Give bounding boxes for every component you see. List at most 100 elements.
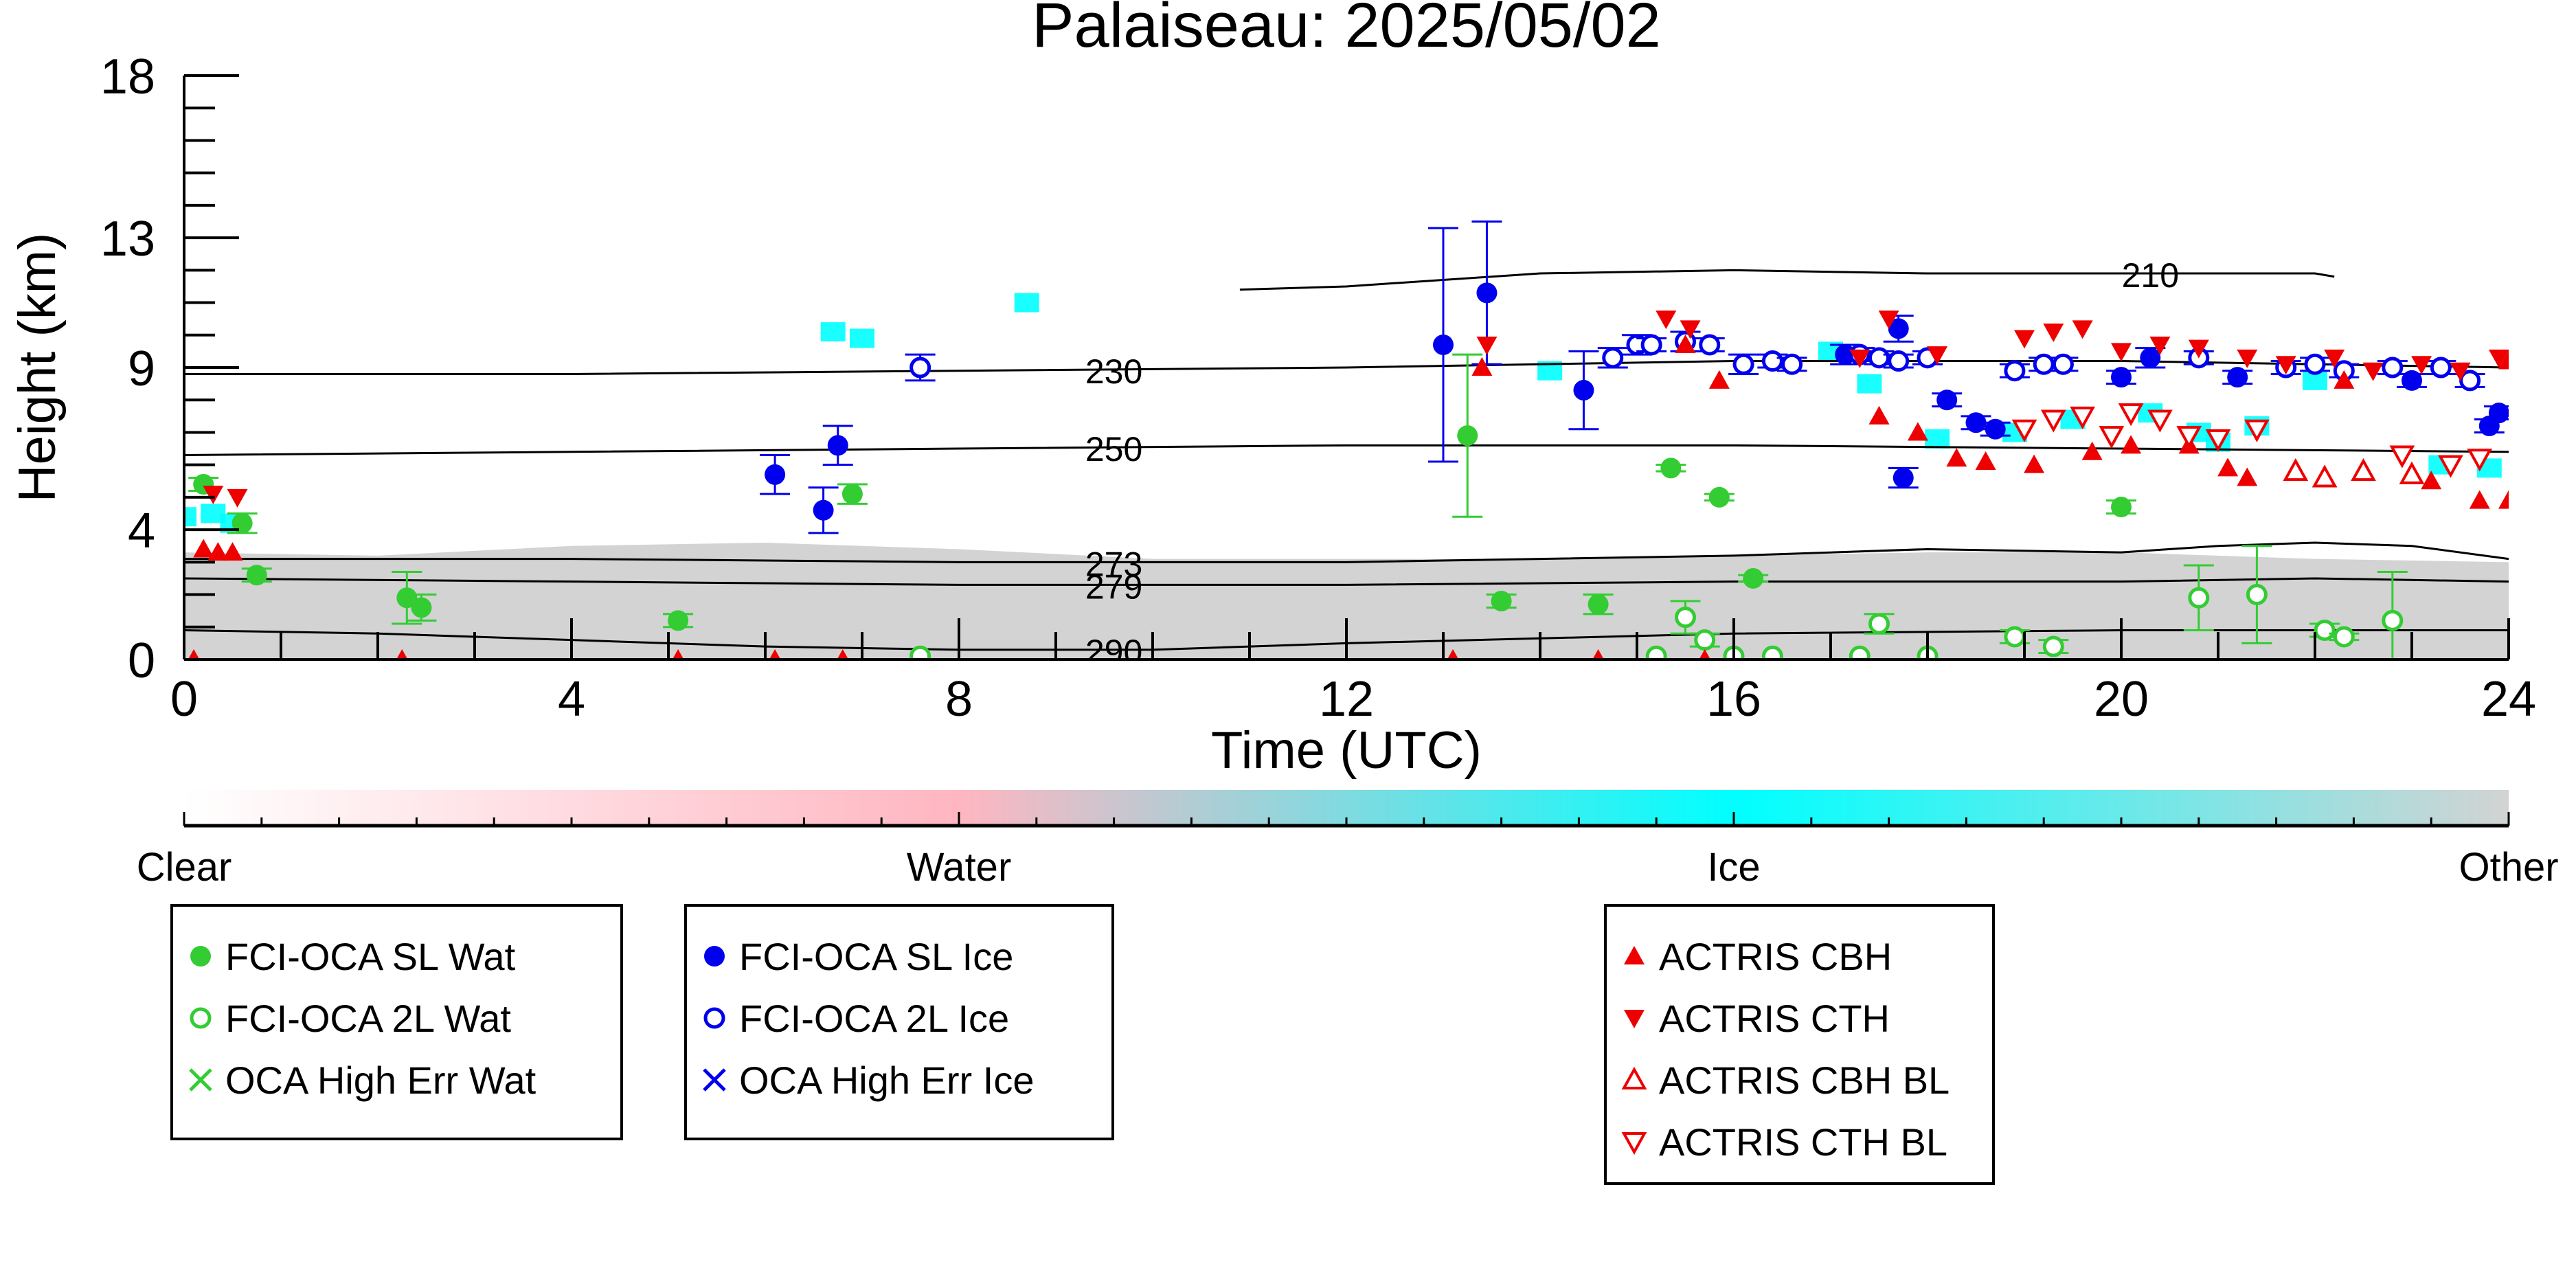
ice-patch: [1014, 293, 1039, 313]
data-point: [1708, 486, 1730, 508]
data-point: [2042, 635, 2064, 657]
data-point: [1868, 347, 1890, 369]
legend-item: FCI-OCA 2L Wat: [190, 997, 511, 1040]
data-point: [227, 488, 248, 508]
data-point: [1927, 346, 1948, 365]
legend-label: ACTRIS CBH: [1659, 935, 1892, 978]
y-axis-label: Height (km): [8, 233, 67, 503]
ice-patch: [820, 322, 846, 342]
data-point: [1694, 629, 1716, 651]
data-point: [1624, 1010, 1645, 1028]
data-point: [2389, 445, 2415, 468]
data-point: [396, 587, 418, 609]
data-point: [1491, 591, 1512, 611]
legend: FCI-OCA SL Wat FCI-OCA 2L Wat OCA High Err…: [170, 904, 1995, 1185]
data-point: [2304, 353, 2326, 375]
data-point: [765, 464, 786, 485]
legend-item: ACTRIS CTH BL: [1621, 1120, 1947, 1164]
data-point: [1699, 649, 1711, 659]
data-point: [2411, 356, 2432, 375]
data-point: [2324, 349, 2345, 368]
data-point: [1893, 467, 1914, 488]
data-point: [2149, 336, 2171, 355]
colorbar-label: Clear: [137, 845, 232, 890]
data-point: [1888, 318, 1909, 339]
data-point: [2072, 320, 2093, 339]
colorbar-label: Water: [907, 845, 1012, 890]
data-point: [2111, 343, 2132, 362]
data-point: [2188, 587, 2210, 609]
data-point: [2467, 449, 2493, 472]
data-point: [1849, 645, 1871, 659]
data-point: [1708, 370, 1730, 389]
axes: 0 4 9 13 18 0 4 8 12 16 20 24: [100, 49, 2536, 727]
x-tick-label: 0: [170, 672, 198, 727]
chart-title: Palaiseau: 2025/05/02: [1032, 0, 1661, 60]
ice-patch: [1857, 374, 1882, 394]
data-point: [2312, 464, 2338, 488]
data-point: [909, 357, 931, 379]
data-point: [2140, 347, 2161, 368]
data-point: [2334, 370, 2355, 389]
data-point: [207, 542, 229, 561]
data-point: [2488, 349, 2509, 368]
isotherm-label: 279: [1085, 567, 1142, 606]
data-point: [2217, 457, 2239, 477]
legend-label: ACTRIS CTH: [1659, 997, 1890, 1040]
data-point: [1573, 380, 1594, 401]
colorbar-label: Ice: [1707, 845, 1760, 890]
colorbar-label: Other: [2459, 845, 2558, 890]
data-point: [2205, 429, 2231, 453]
data-point: [1699, 334, 1721, 356]
data-point: [2043, 324, 2064, 343]
data-point: [222, 542, 243, 561]
legend-item: OCA High Err Wat: [189, 1059, 536, 1102]
data-point: [2111, 497, 2132, 518]
data-point: [1868, 613, 1890, 635]
legend-label: FCI-OCA 2L Wat: [225, 997, 511, 1040]
x-tick-label: 8: [945, 672, 973, 727]
data-point: [2333, 626, 2355, 648]
data-point: [2176, 426, 2202, 449]
data-point: [2004, 360, 2026, 382]
data-point: [837, 649, 849, 659]
legend-label: FCI-OCA 2L Ice: [739, 997, 1009, 1040]
data-point: [1878, 310, 1899, 330]
legend-item: FCI-OCA 2L Ice: [703, 997, 1009, 1040]
data-point: [1471, 357, 1493, 376]
data-point: [2081, 441, 2103, 460]
data-point: [193, 539, 214, 558]
data-point: [1680, 320, 1701, 339]
data-point: [704, 946, 725, 967]
legend-label: FCI-OCA SL Ice: [739, 935, 1013, 978]
data-point: [2246, 584, 2268, 606]
data-point: [2382, 357, 2404, 379]
data-point: [1975, 451, 1996, 470]
y-tick-label: 9: [128, 341, 155, 396]
data-point: [1761, 350, 1783, 372]
data-point: [2459, 370, 2481, 392]
isotherm-line: [184, 444, 2509, 456]
legend-box: ACTRIS CBH ACTRIS CTH ACTRIS CBH BL ACTRIS …: [1604, 904, 1995, 1185]
data-point: [2111, 367, 2132, 388]
data-point: [203, 486, 224, 505]
data-point: [909, 645, 931, 659]
data-point: [2402, 370, 2422, 391]
isotherm-label: 250: [1085, 430, 1142, 468]
data-point: [2438, 455, 2463, 478]
data-point: [672, 649, 684, 659]
data-point: [2227, 367, 2248, 388]
data-point: [2070, 406, 2095, 429]
legend-item: FCI-OCA SL Ice: [704, 935, 1013, 978]
data-point: [2421, 471, 2442, 490]
legend-label: ACTRIS CTH BL: [1659, 1120, 1947, 1164]
x-tick-label: 24: [2481, 672, 2536, 727]
data-point: [2488, 403, 2509, 424]
isotherm-line: [184, 577, 2509, 586]
data-point: [1675, 334, 1696, 353]
data-point: [2004, 626, 2026, 648]
data-point: [2237, 349, 2258, 368]
data-point: [1675, 607, 1696, 629]
data-point: [190, 946, 211, 967]
